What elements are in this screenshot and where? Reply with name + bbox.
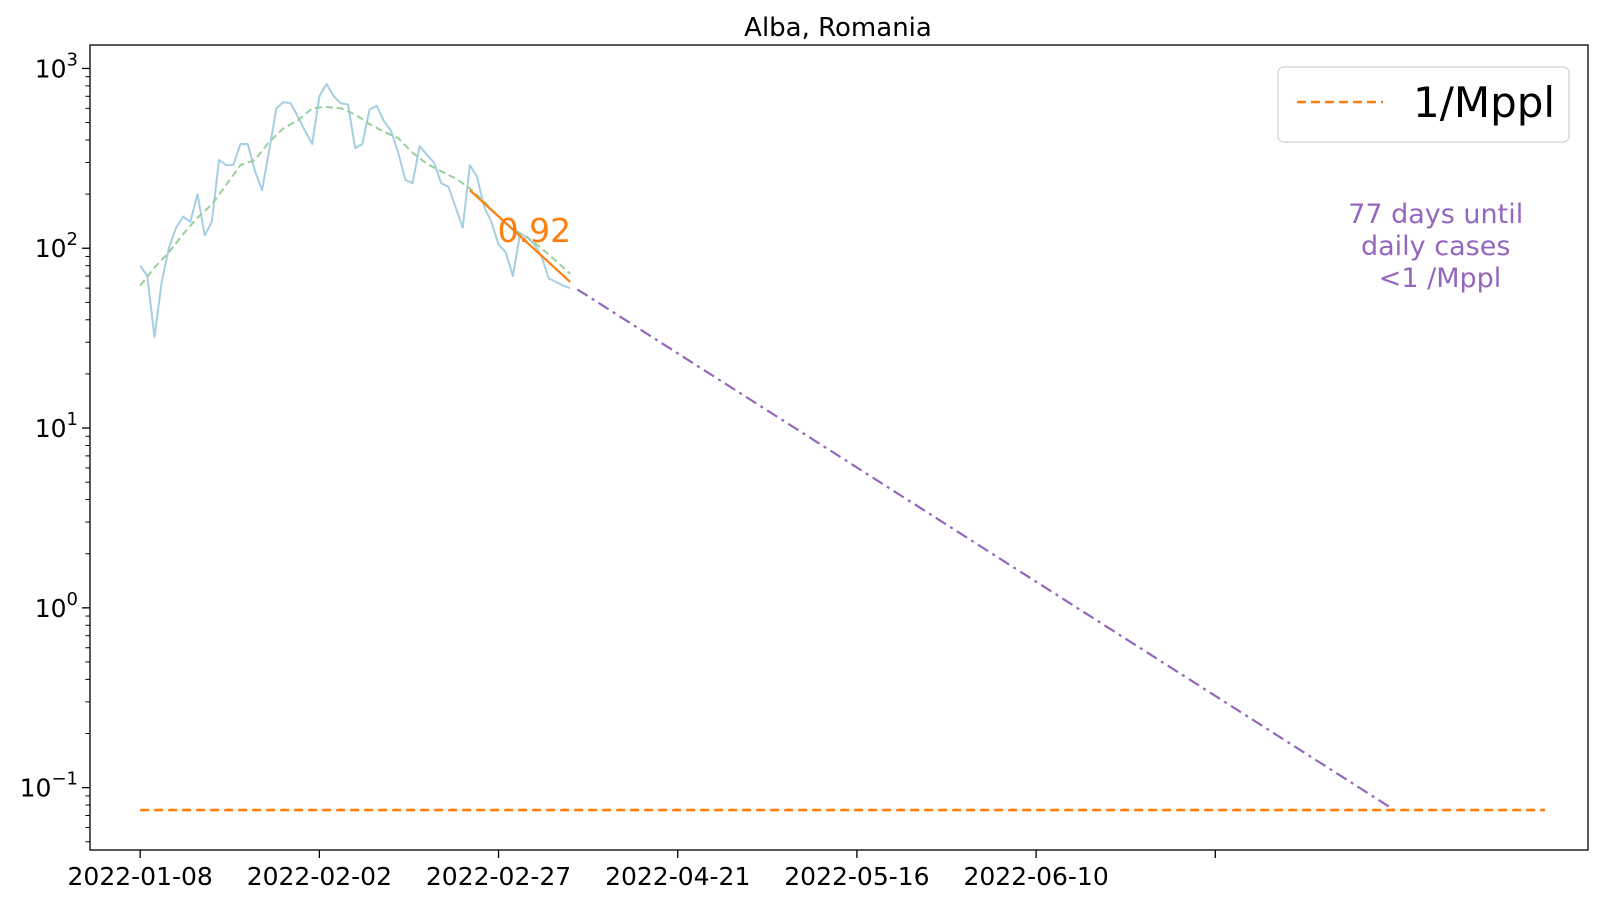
y-tick-label: 101	[35, 409, 78, 443]
x-tick-label: 2022-02-27	[426, 862, 571, 891]
series-line-fit	[469, 189, 571, 283]
x-tick-label: 2022-06-10	[963, 862, 1108, 891]
x-tick-label: 2022-02-02	[247, 862, 392, 891]
legend-label-threshold: 1/Mppl	[1413, 78, 1555, 127]
x-axis: 2022-01-08 2022-02-02 2022-02-27 2022-04-21…	[68, 850, 1216, 891]
y-tick-label: 103	[35, 49, 78, 83]
x-tick-label: 2022-04-21	[605, 862, 750, 891]
chart-title: Alba, Romania	[744, 13, 932, 43]
series-line-smoothed	[139, 106, 571, 287]
projection-note-line-2: daily cases	[1361, 231, 1510, 262]
series-line-projection	[576, 288, 1396, 812]
plot-area	[139, 82, 1545, 812]
y-tick-label: 102	[35, 229, 78, 263]
plot-frame	[89, 44, 1589, 851]
slope-annotation: 0.92	[498, 211, 571, 250]
legend: 1/Mppl	[1277, 66, 1570, 143]
legend-box	[1277, 66, 1570, 143]
y-tick-label: 100	[35, 589, 78, 623]
y-axis: 103 102 101 100 10−1	[20, 49, 90, 843]
projection-note-line-3: <1 /Mppl	[1379, 263, 1502, 294]
x-tick-label: 2022-01-08	[68, 862, 213, 891]
projection-note-line-1: 77 days until	[1348, 199, 1523, 230]
projection-annotation: 77 days until daily cases <1 /Mppl	[1348, 199, 1532, 294]
series-line-daily	[139, 82, 571, 339]
x-tick-label: 2022-05-16	[784, 862, 929, 891]
y-tick-label: 10−1	[20, 769, 78, 803]
